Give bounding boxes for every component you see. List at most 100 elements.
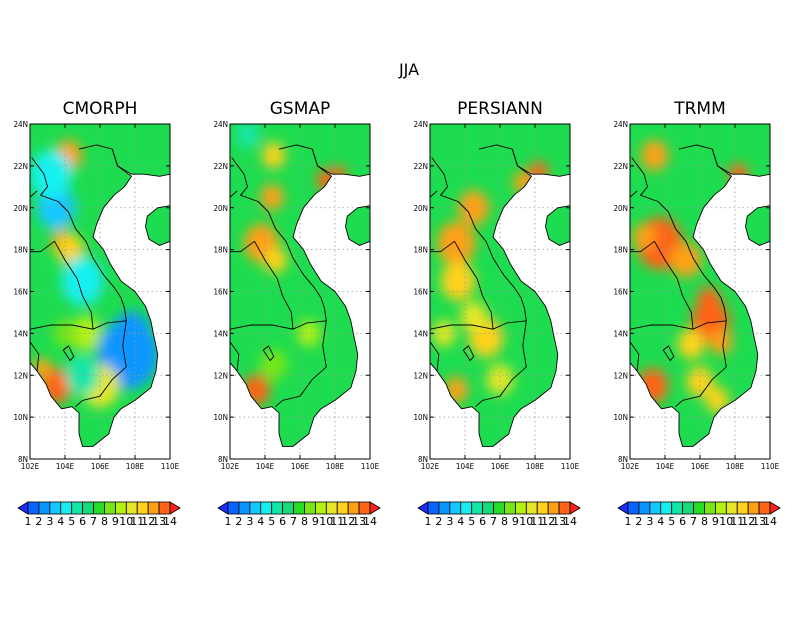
- tonle-sap-lake: [262, 345, 275, 362]
- precip-blob-8: [641, 140, 668, 171]
- colorbar-label: 2: [435, 515, 442, 528]
- precip-blob-5: [61, 256, 104, 306]
- panel-title: PERSIANN: [457, 99, 543, 119]
- coastlines-borders: [629, 144, 771, 447]
- colorbar-label: 6: [679, 515, 686, 528]
- china-coast: [711, 148, 771, 177]
- colorbar-label: 2: [635, 515, 642, 528]
- colorbar-low-arrow: [417, 501, 429, 515]
- lon-tick-label: 102E: [621, 462, 640, 471]
- lat-tick-label: 12N: [213, 371, 228, 380]
- colorbar-label: 7: [90, 515, 97, 528]
- colorbar-label: 14: [563, 515, 577, 528]
- lat-tick-label: 24N: [613, 120, 628, 129]
- lon-tick-label: 106E: [291, 462, 310, 471]
- colorbar-label: 10: [119, 515, 133, 528]
- lat-tick-label: 16N: [613, 288, 628, 297]
- lat-tick-label: 10N: [13, 413, 28, 422]
- colorbar-label: 1: [625, 515, 632, 528]
- colorbar-box: [758, 501, 771, 515]
- panel-title: TRMM: [673, 99, 726, 119]
- precip-blob-13: [53, 320, 77, 347]
- colorbar-label: 8: [701, 515, 708, 528]
- lat-tick-label: 24N: [413, 120, 428, 129]
- lon-tick-label: 110E: [561, 462, 580, 471]
- colorbar-label: 10: [519, 515, 533, 528]
- hainan-coast: [545, 205, 571, 246]
- colorbar-label: 5: [68, 515, 75, 528]
- precip-blob-1: [670, 242, 702, 278]
- lat-tick-label: 16N: [413, 288, 428, 297]
- tonle-sap-lake: [662, 345, 675, 362]
- colorbar-box: [514, 501, 527, 515]
- gridlines: [230, 124, 370, 459]
- axis-ticks: 8N 10N 12N 14N 16N 18N 20N 22N 24N 102E 104E 106E 10…: [13, 120, 179, 471]
- colorbar-box: [147, 501, 160, 515]
- colorbar-box: [482, 501, 494, 515]
- lat-tick-label: 22N: [613, 162, 628, 171]
- precip-blob-8: [297, 320, 321, 347]
- colorbar-label: 13: [552, 515, 566, 528]
- china-coast: [311, 148, 371, 177]
- colorbar-box: [725, 501, 738, 515]
- colorbar-box: [271, 501, 284, 515]
- precip-blob-0: [437, 221, 476, 266]
- map-panels: CMORPH 8N 10N 12N 14N 16N 18N 20N 22N 24N 102E 104E…: [13, 99, 779, 471]
- country-border-5: [29, 190, 38, 198]
- precip-blob-4: [697, 286, 721, 313]
- lat-tick-label: 12N: [413, 371, 428, 380]
- colorbar-box: [60, 501, 73, 515]
- lat-tick-label: 18N: [213, 246, 228, 255]
- precip-blob-11: [65, 355, 100, 395]
- lat-tick-label: 24N: [213, 120, 228, 129]
- colorbar-box: [704, 501, 716, 515]
- colorbar-label: 9: [512, 515, 519, 528]
- axis-ticks: 8N 10N 12N 14N 16N 18N 20N 22N 24N 102E 104E 106E 10…: [613, 120, 779, 471]
- colorbar-box: [747, 501, 760, 515]
- colorbar-label: 14: [163, 515, 177, 528]
- colorbar-label: 7: [490, 515, 497, 528]
- colorbar-label: 1: [225, 515, 232, 528]
- precip-blob-2: [632, 223, 656, 251]
- country-border-2: [229, 320, 327, 330]
- lat-tick-label: 8N: [18, 455, 28, 464]
- colorbar-label: 12: [341, 515, 355, 528]
- lon-tick-label: 104E: [456, 462, 475, 471]
- country-border-5: [629, 190, 638, 198]
- precip-blob-4: [30, 150, 73, 199]
- coastlines-borders: [29, 144, 171, 447]
- colorbar-box: [638, 501, 651, 515]
- lon-tick-label: 102E: [21, 462, 40, 471]
- colorbar-label: 5: [468, 515, 475, 528]
- colorbar-label: 2: [235, 515, 242, 528]
- colorbar-label: 13: [752, 515, 766, 528]
- colorbar-box: [627, 501, 640, 515]
- lon-tick-label: 110E: [161, 462, 180, 471]
- country-border-5: [429, 190, 438, 198]
- lat-tick-label: 24N: [13, 120, 28, 129]
- lon-tick-label: 108E: [326, 462, 345, 471]
- colorbar-label: 3: [646, 515, 653, 528]
- colorbar-label: 6: [479, 515, 486, 528]
- lat-tick-label: 8N: [218, 455, 228, 464]
- colorbar-label: 2: [35, 515, 42, 528]
- colorbar-label: 4: [57, 515, 64, 528]
- colorbar-box: [158, 501, 171, 515]
- colorbar-box: [249, 501, 262, 515]
- colorbar-label: 9: [112, 515, 119, 528]
- lat-tick-label: 14N: [613, 329, 628, 338]
- colorbar-high-arrow: [169, 501, 181, 515]
- precip-blob-1: [458, 190, 490, 226]
- coastlines-borders: [229, 144, 371, 447]
- colorbar-box: [525, 501, 538, 515]
- colorbar-box: [649, 501, 662, 515]
- colorbar-box: [104, 501, 116, 515]
- colorbar-box: [536, 501, 549, 515]
- colorbar-box: [682, 501, 694, 515]
- colorbar-label: 11: [130, 515, 144, 528]
- country-border-1: [675, 320, 727, 408]
